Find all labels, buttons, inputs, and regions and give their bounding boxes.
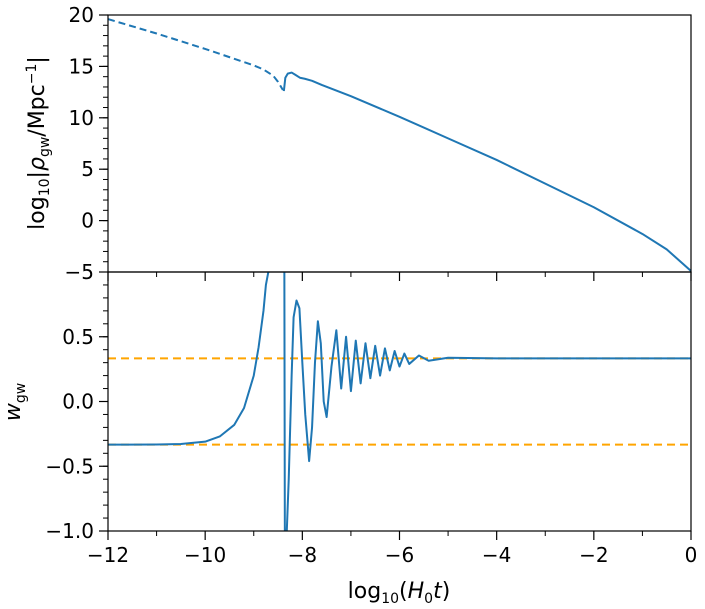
top-y-tick-label: 15 bbox=[69, 54, 94, 78]
top-y-tick-label: 0 bbox=[81, 209, 94, 233]
top-series-1-line bbox=[282, 71, 691, 272]
bottom-series-0-line bbox=[108, 272, 270, 446]
top-axes-frame bbox=[107, 14, 692, 273]
bottom-y-tick-label: 0.0 bbox=[62, 390, 94, 414]
bottom-plot-area bbox=[108, 272, 691, 531]
top-y-tick-label: 5 bbox=[81, 157, 94, 181]
bottom-y-tick-label: −0.5 bbox=[45, 454, 94, 478]
top-y-tick-label: 10 bbox=[69, 106, 94, 130]
x-tick-label: −2 bbox=[579, 543, 608, 567]
top-plot-area bbox=[108, 18, 691, 272]
bottom-y-tick-label: 0.5 bbox=[62, 325, 94, 349]
top-y-axis: 20 15 10 5 0 −5 bbox=[65, 3, 692, 284]
bottom-series-1-line bbox=[283, 272, 691, 531]
top-panel: 20 15 10 5 0 −5 log10|ρgw/Mpc−1| bbox=[24, 3, 692, 284]
bottom-axes: 0.5 0.0 −0.5 −1.0−12 −10 −8 −6 −4 −2 0 bbox=[45, 271, 698, 567]
x-axis-label: log10(H0t) bbox=[348, 579, 451, 607]
bottom-panel: 0.5 0.0 −0.5 −1.0−12 −10 −8 −6 −4 −2 0 wgw log10(… bbox=[1, 271, 698, 607]
x-tick-label: 0 bbox=[685, 543, 698, 567]
top-series-0-line bbox=[108, 18, 284, 91]
x-tick-label: −8 bbox=[288, 543, 317, 567]
x-tick-label: −6 bbox=[385, 543, 414, 567]
bottom-axes-frame bbox=[107, 271, 692, 532]
top-y-axis-label: log10|ρgw/Mpc−1| bbox=[24, 56, 53, 230]
top-y-tick-label: −5 bbox=[65, 260, 94, 284]
bottom-y-axis-label: wgw bbox=[1, 383, 29, 421]
x-tick-label: −10 bbox=[184, 543, 226, 567]
x-tick-label: −4 bbox=[482, 543, 511, 567]
bottom-y-tick-label: −1.0 bbox=[45, 519, 94, 543]
x-tick-label: −12 bbox=[87, 543, 129, 567]
top-y-tick-label: 20 bbox=[69, 3, 94, 27]
